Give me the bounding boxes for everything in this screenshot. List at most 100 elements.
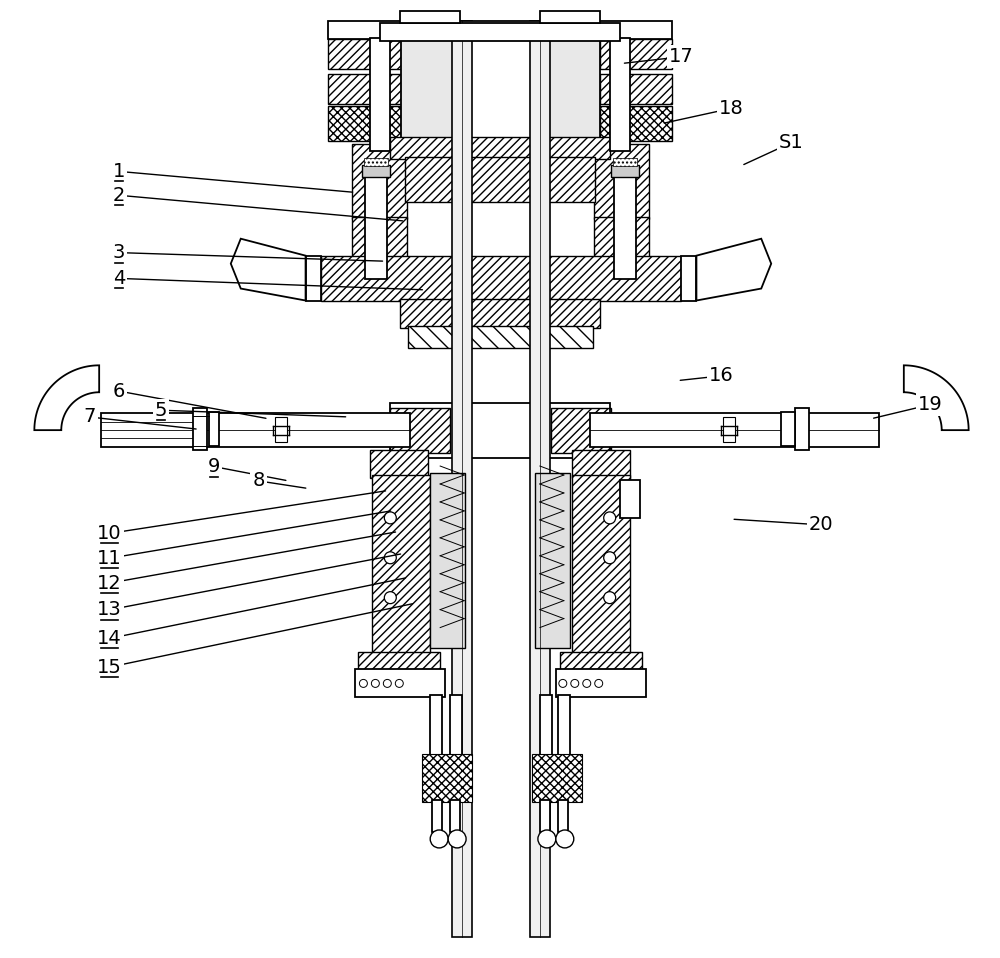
Bar [540, 696, 552, 757]
Bar [380, 23, 620, 41]
Polygon shape [904, 365, 969, 430]
Bar [193, 408, 207, 450]
Bar [551, 408, 611, 453]
Bar [594, 217, 649, 261]
Text: 8: 8 [253, 471, 265, 490]
Bar [611, 165, 639, 177]
Circle shape [384, 592, 396, 604]
Bar [430, 696, 442, 757]
Text: 13: 13 [97, 601, 122, 620]
Circle shape [559, 679, 567, 688]
Polygon shape [34, 365, 99, 430]
Bar [540, 11, 600, 23]
Bar [600, 106, 672, 141]
Bar [614, 174, 636, 279]
Bar [364, 158, 388, 166]
Circle shape [383, 679, 391, 688]
Bar [362, 165, 390, 177]
Bar [405, 157, 595, 202]
Bar [365, 174, 387, 279]
Bar [560, 652, 642, 673]
Bar [613, 158, 637, 166]
Circle shape [604, 552, 616, 563]
Bar [390, 403, 610, 458]
Text: 9: 9 [208, 457, 220, 476]
Text: S1: S1 [779, 133, 804, 152]
Text: 1: 1 [113, 162, 125, 181]
Bar [538, 39, 600, 151]
Bar [370, 450, 428, 478]
Bar [355, 670, 445, 697]
Bar [400, 11, 460, 23]
Circle shape [604, 592, 616, 604]
Bar [430, 473, 465, 648]
Bar [450, 800, 460, 832]
Circle shape [538, 830, 556, 848]
Bar [390, 137, 610, 159]
Text: 2: 2 [113, 186, 125, 205]
Bar [275, 417, 287, 442]
Bar [594, 144, 649, 218]
Bar [209, 412, 219, 446]
Bar [328, 74, 401, 104]
Bar [372, 475, 430, 657]
Text: 18: 18 [719, 99, 744, 118]
Bar [723, 417, 735, 442]
Circle shape [571, 679, 579, 688]
Circle shape [448, 830, 466, 848]
Bar [556, 670, 646, 697]
Text: 3: 3 [113, 243, 125, 262]
Circle shape [371, 679, 379, 688]
Bar [432, 800, 442, 832]
Text: 6: 6 [113, 381, 125, 400]
Circle shape [604, 512, 616, 524]
Bar [795, 408, 809, 450]
Bar [600, 74, 672, 104]
Bar [620, 480, 640, 518]
Bar [101, 413, 410, 447]
Circle shape [359, 679, 367, 688]
Bar [390, 408, 450, 453]
Bar [590, 413, 879, 447]
Text: 14: 14 [97, 629, 122, 648]
Bar [328, 21, 672, 39]
Bar [452, 21, 472, 937]
Bar [558, 800, 568, 832]
Bar [401, 39, 463, 151]
Circle shape [384, 512, 396, 524]
Text: 5: 5 [155, 400, 167, 420]
Bar [532, 754, 582, 802]
Polygon shape [696, 239, 771, 301]
Circle shape [583, 679, 591, 688]
Bar [400, 299, 600, 329]
Bar [572, 475, 630, 657]
Bar [352, 217, 407, 261]
Bar [600, 39, 672, 69]
Polygon shape [231, 239, 306, 301]
Text: 12: 12 [97, 574, 122, 593]
Text: 16: 16 [709, 366, 734, 385]
Bar [610, 38, 630, 151]
Bar [572, 450, 630, 478]
Text: 20: 20 [809, 515, 833, 535]
Text: 11: 11 [97, 549, 122, 568]
Bar [450, 696, 462, 757]
Bar [321, 256, 681, 301]
Bar [540, 800, 550, 832]
Bar [306, 256, 321, 301]
Circle shape [395, 679, 403, 688]
Bar [328, 106, 401, 141]
Circle shape [556, 830, 574, 848]
Bar [422, 754, 472, 802]
Bar [781, 412, 795, 446]
Bar [370, 38, 390, 151]
Bar [530, 21, 550, 937]
Text: 19: 19 [918, 395, 943, 414]
Text: 7: 7 [83, 407, 95, 426]
Bar [681, 256, 696, 301]
Text: 10: 10 [97, 524, 121, 543]
Bar [352, 144, 407, 218]
Circle shape [595, 679, 603, 688]
Text: 17: 17 [669, 47, 694, 66]
Bar [358, 652, 440, 673]
